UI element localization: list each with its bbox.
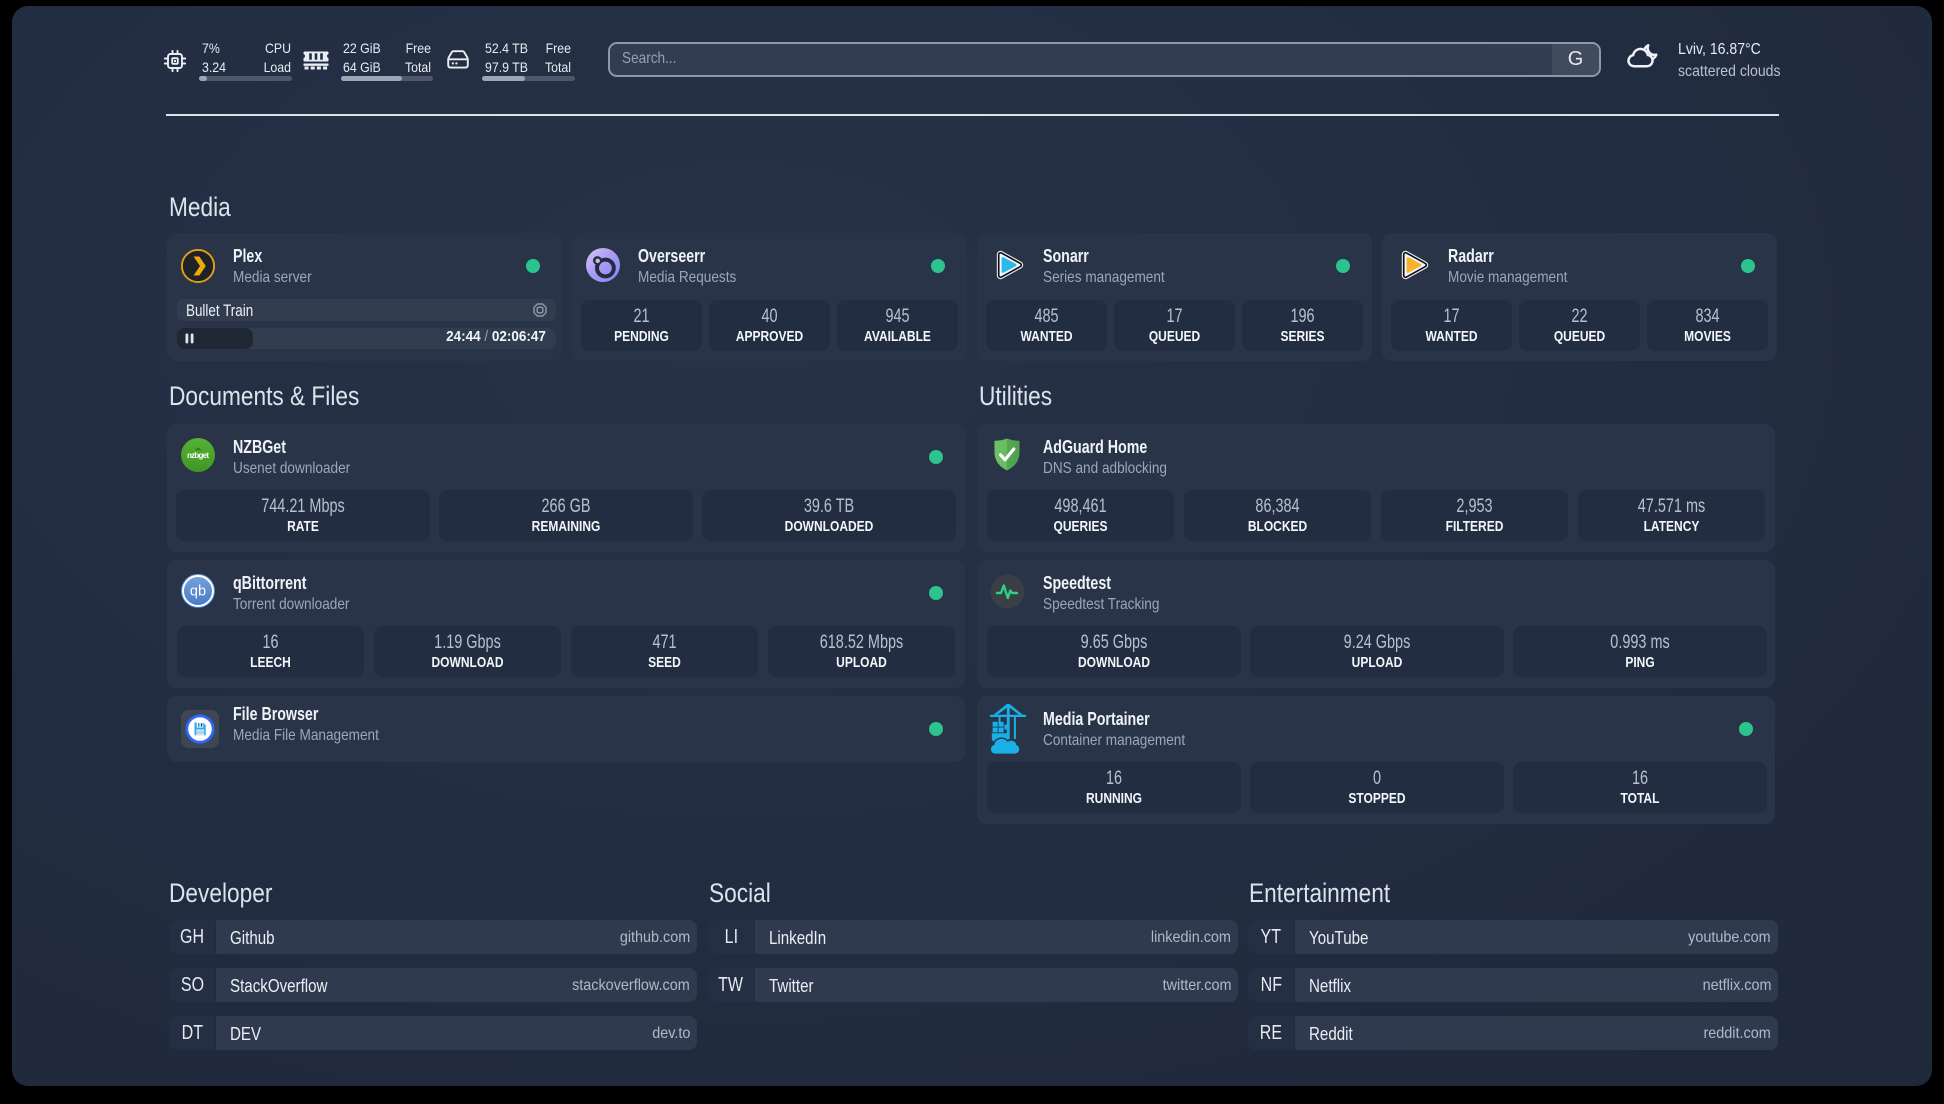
svg-text:nzbget: nzbget: [187, 451, 209, 460]
svg-text:qb: qb: [190, 584, 206, 600]
